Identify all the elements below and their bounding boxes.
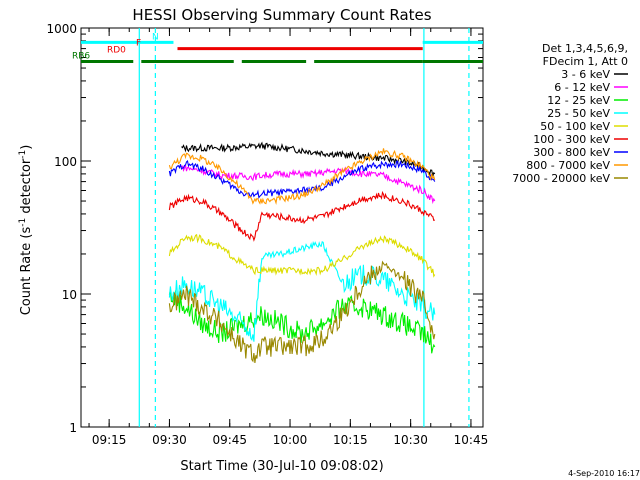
series-group (168, 141, 436, 363)
series-line (168, 289, 436, 354)
y-tick-label: 100 (54, 155, 77, 169)
vertical-markers (138, 28, 470, 427)
legend-label: 300 - 800 keV (533, 146, 610, 159)
legend-label: 25 - 50 keV (547, 107, 610, 120)
y-label-part-3: ) (19, 145, 34, 150)
plot-frame (80, 27, 484, 428)
state-bar-label: RD0 (107, 46, 126, 56)
state-bar-label: F (136, 39, 141, 49)
legend-label: 3 - 6 keV (561, 68, 610, 81)
series-line (168, 240, 436, 342)
legend-label: 100 - 300 keV (533, 133, 610, 146)
series-line (181, 141, 436, 177)
legend-label: 50 - 100 keV (540, 120, 610, 133)
legend-header: FDecim 1, Att 0 (543, 55, 628, 68)
legend-label: 6 - 12 keV (554, 81, 610, 94)
chart-title: HESSI Observing Summary Count Rates (132, 6, 431, 24)
axis-ticks: 09:15 09:30 09:45 10:00 10:15 10:30 10:45 1 10 10… (46, 22, 488, 447)
x-tick-label: 10:30 (393, 433, 428, 447)
state-bar-label: N (152, 32, 159, 42)
footer-date: 4-Sep-2010 16:17 (568, 469, 640, 478)
series-line (168, 148, 436, 205)
x-tick-label: 09:45 (212, 433, 247, 447)
y-label-sup-2: -1 (18, 150, 28, 159)
y-label-sup-1: -1 (18, 218, 28, 227)
series-line (168, 233, 436, 278)
series-line (168, 159, 436, 199)
x-tick-label: 09:15 (92, 433, 127, 447)
y-axis-label: Count Rate (s-1 detector-1) (18, 145, 34, 316)
series-line (168, 260, 436, 363)
x-tick-label: 10:45 (454, 433, 489, 447)
x-axis-label: Start Time (30-Jul-10 09:08:02) (180, 459, 383, 474)
x-tick-label: 10:00 (273, 433, 308, 447)
y-tick-label: 1000 (46, 22, 77, 36)
state-bar-label: RB6 (72, 51, 90, 61)
series-line (168, 190, 436, 242)
y-label-part-2: detector (19, 158, 34, 218)
legend: Det 1,3,4,5,6,9,FDecim 1, Att 03 - 6 keV… (512, 42, 628, 185)
legend-label: 7000 - 20000 keV (512, 172, 610, 185)
y-tick-label: 1 (69, 421, 77, 435)
y-tick-label: 10 (62, 288, 77, 302)
x-tick-label: 09:30 (152, 433, 187, 447)
y-label-part-1: Count Rate (s (19, 227, 34, 316)
legend-label: 800 - 7000 keV (526, 159, 610, 172)
legend-header: Det 1,3,4,5,6,9, (542, 42, 628, 55)
series-line (181, 164, 436, 205)
x-tick-label: 10:15 (333, 433, 368, 447)
state-bars: N F RD0 RB6 (72, 32, 483, 63)
legend-label: 12 - 25 keV (547, 94, 610, 107)
